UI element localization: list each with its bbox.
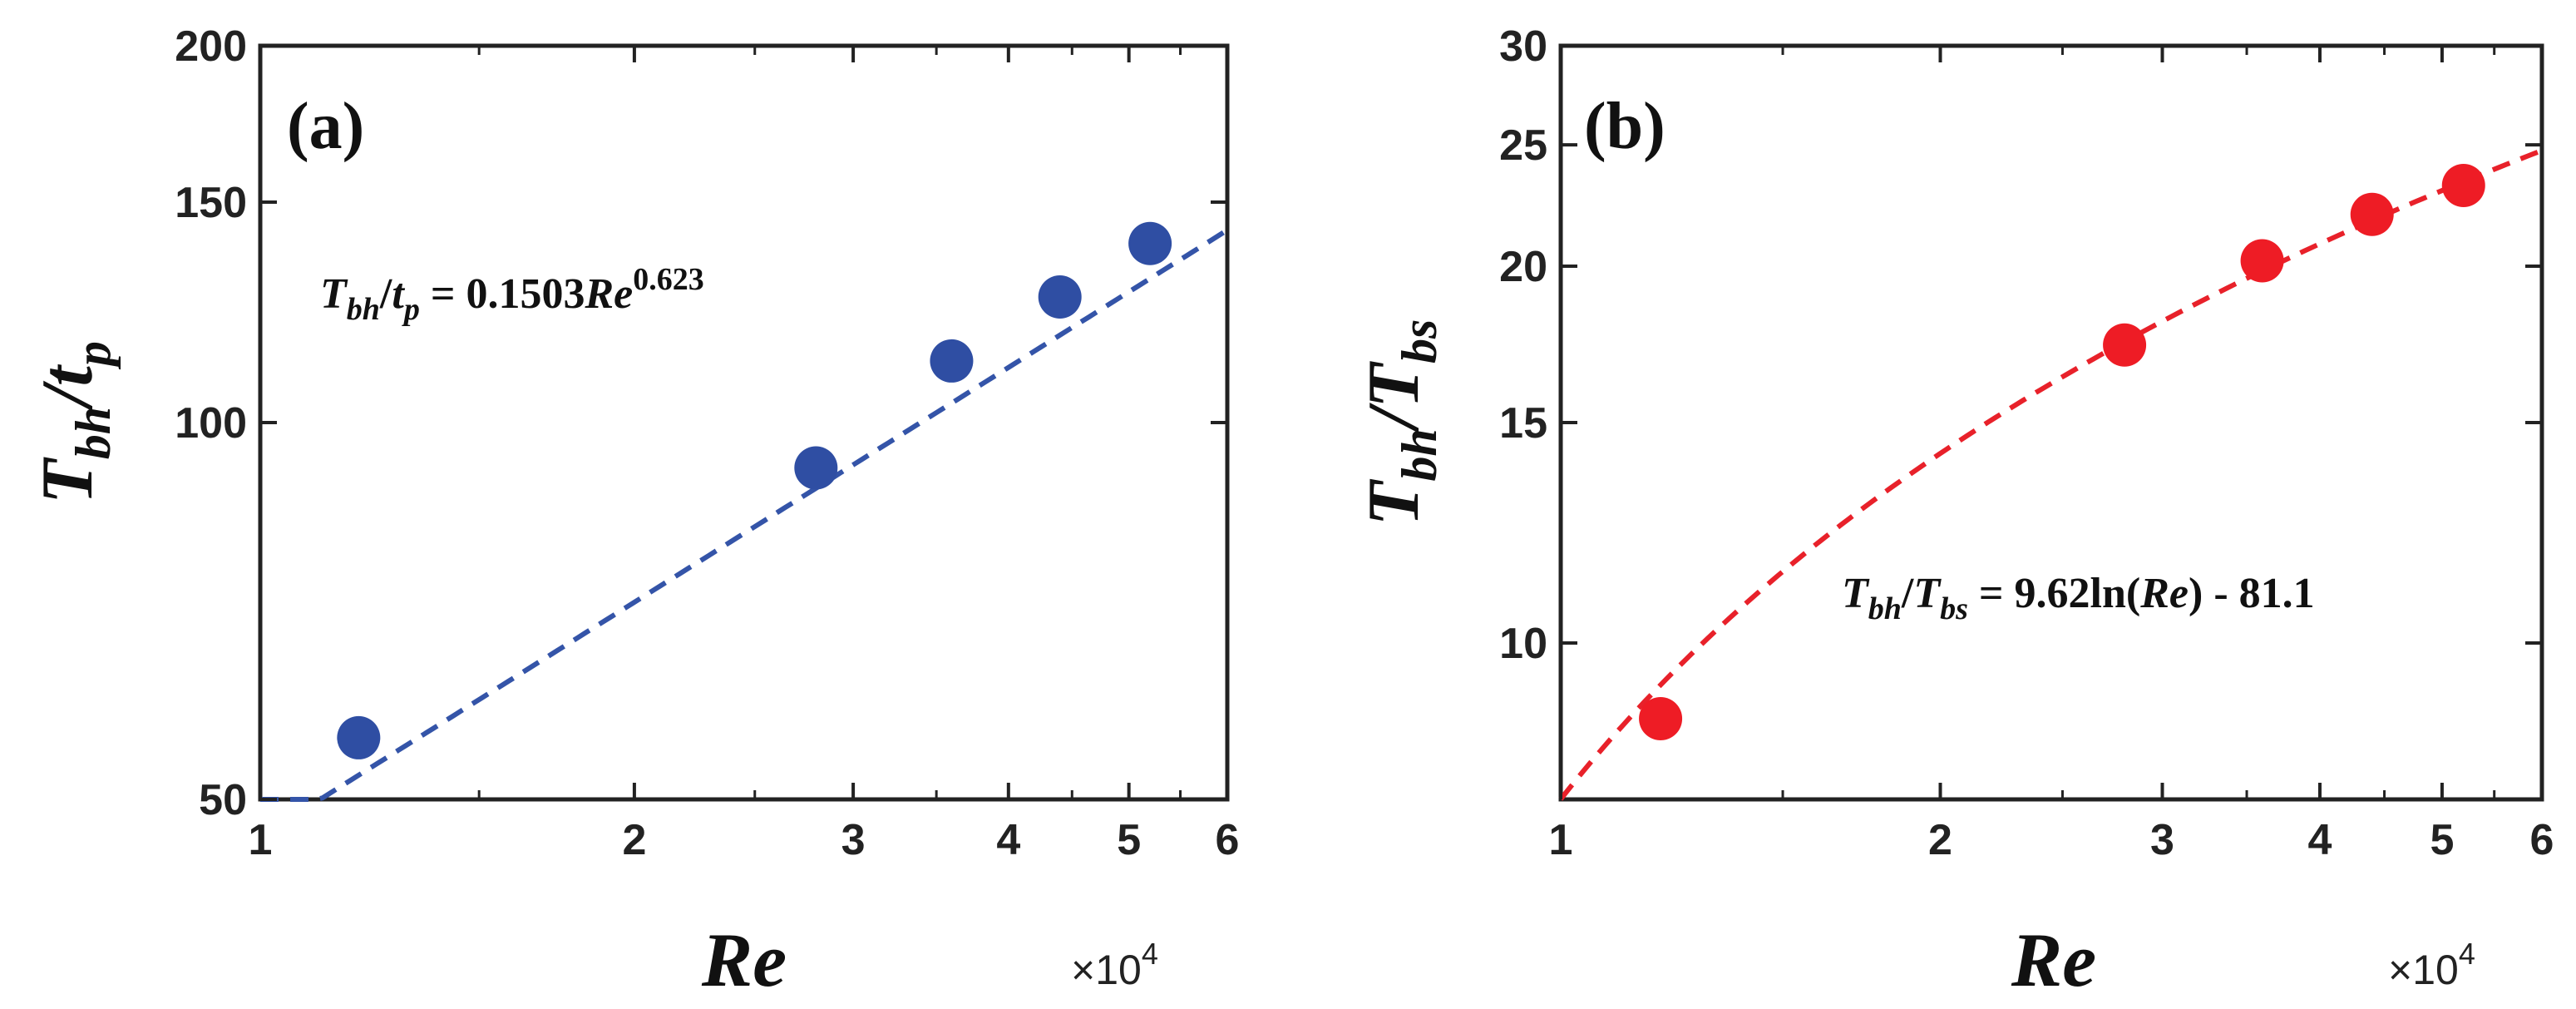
y-tick-label-a-3: 200	[175, 22, 247, 71]
data-point-b-4	[2441, 163, 2485, 207]
y-axis-label-a: Tbh/tp	[27, 341, 121, 504]
fit-line-b	[1558, 148, 2544, 801]
plot-area-a	[258, 43, 1230, 802]
data-point-b-3	[2350, 192, 2394, 236]
x-tick-label-b-1: 2	[1928, 816, 1952, 864]
x-tick-label-a-3: 4	[996, 816, 1020, 864]
x-axis-label-b: Re	[2011, 917, 2096, 1002]
data-point-b-1	[2103, 323, 2147, 367]
ticks-layer-b: 1 2 3 4 5 6 10 15 20 25 30	[1499, 22, 2554, 864]
points-layer-a	[337, 221, 1172, 759]
fit-equation-a: Tbh/tp = 0.1503Re0.623	[320, 262, 704, 327]
x-tick-label-a-1: 2	[622, 816, 646, 864]
data-point-a-2	[930, 339, 974, 383]
data-point-b-2	[2240, 239, 2284, 283]
fit-layer-a	[260, 228, 1229, 802]
plot-area-b	[1558, 43, 2544, 802]
x-tick-label-b-5: 6	[2530, 816, 2554, 864]
data-point-b-0	[1639, 697, 1683, 741]
x-multiplier-b: ×104	[2388, 937, 2475, 993]
x-tick-label-b-3: 4	[2308, 816, 2332, 864]
fit-equation-b: Tbh/Tbs = 9.62ln(Re) - 81.1	[1842, 570, 2315, 626]
y-tick-label-b-1: 15	[1499, 399, 1547, 448]
x-tick-label-b-4: 5	[2430, 816, 2454, 864]
x-tick-label-b-0: 1	[1549, 816, 1573, 864]
panel-label-a: (a)	[287, 90, 364, 163]
y-tick-label-a-1: 100	[175, 399, 247, 448]
y-tick-label-b-4: 30	[1499, 22, 1547, 71]
fit-line-a	[260, 228, 1229, 802]
x-tick-label-a-4: 5	[1117, 816, 1141, 864]
chart-panel-a: 1 2 3 4 5 6 50 100 150 200 (a) Tbh/tp = 0.1503Re0…	[27, 22, 1239, 1002]
y-tick-label-a-2: 150	[175, 179, 247, 227]
ticks-layer-a: 1 2 3 4 5 6 50 100 150 200	[175, 22, 1239, 864]
data-point-a-1	[794, 446, 838, 490]
panel-label-b: (b)	[1584, 90, 1666, 163]
x-tick-label-a-2: 3	[841, 816, 866, 864]
y-tick-label-b-3: 25	[1499, 121, 1547, 170]
data-point-a-0	[337, 715, 381, 759]
x-axis-label-a: Re	[701, 917, 787, 1002]
y-tick-label-a-0: 50	[199, 776, 247, 824]
chart-panel-b: 1 2 3 4 5 6 10 15 20 25 30 (b) Tbh/Tbs = 9.62ln(Re…	[1354, 22, 2554, 1002]
x-tick-label-a-0: 1	[249, 816, 273, 864]
y-axis-label-b: Tbh/Tbs	[1354, 319, 1447, 527]
points-layer-b	[1639, 163, 2485, 741]
data-point-a-4	[1128, 221, 1172, 265]
x-tick-label-a-5: 6	[1216, 816, 1240, 864]
data-point-a-3	[1038, 275, 1082, 319]
y-tick-label-b-0: 10	[1499, 620, 1547, 668]
fit-layer-b	[1558, 148, 2544, 801]
y-tick-label-b-2: 20	[1499, 243, 1547, 291]
x-tick-label-b-2: 3	[2150, 816, 2174, 864]
x-multiplier-a: ×104	[1071, 937, 1158, 993]
